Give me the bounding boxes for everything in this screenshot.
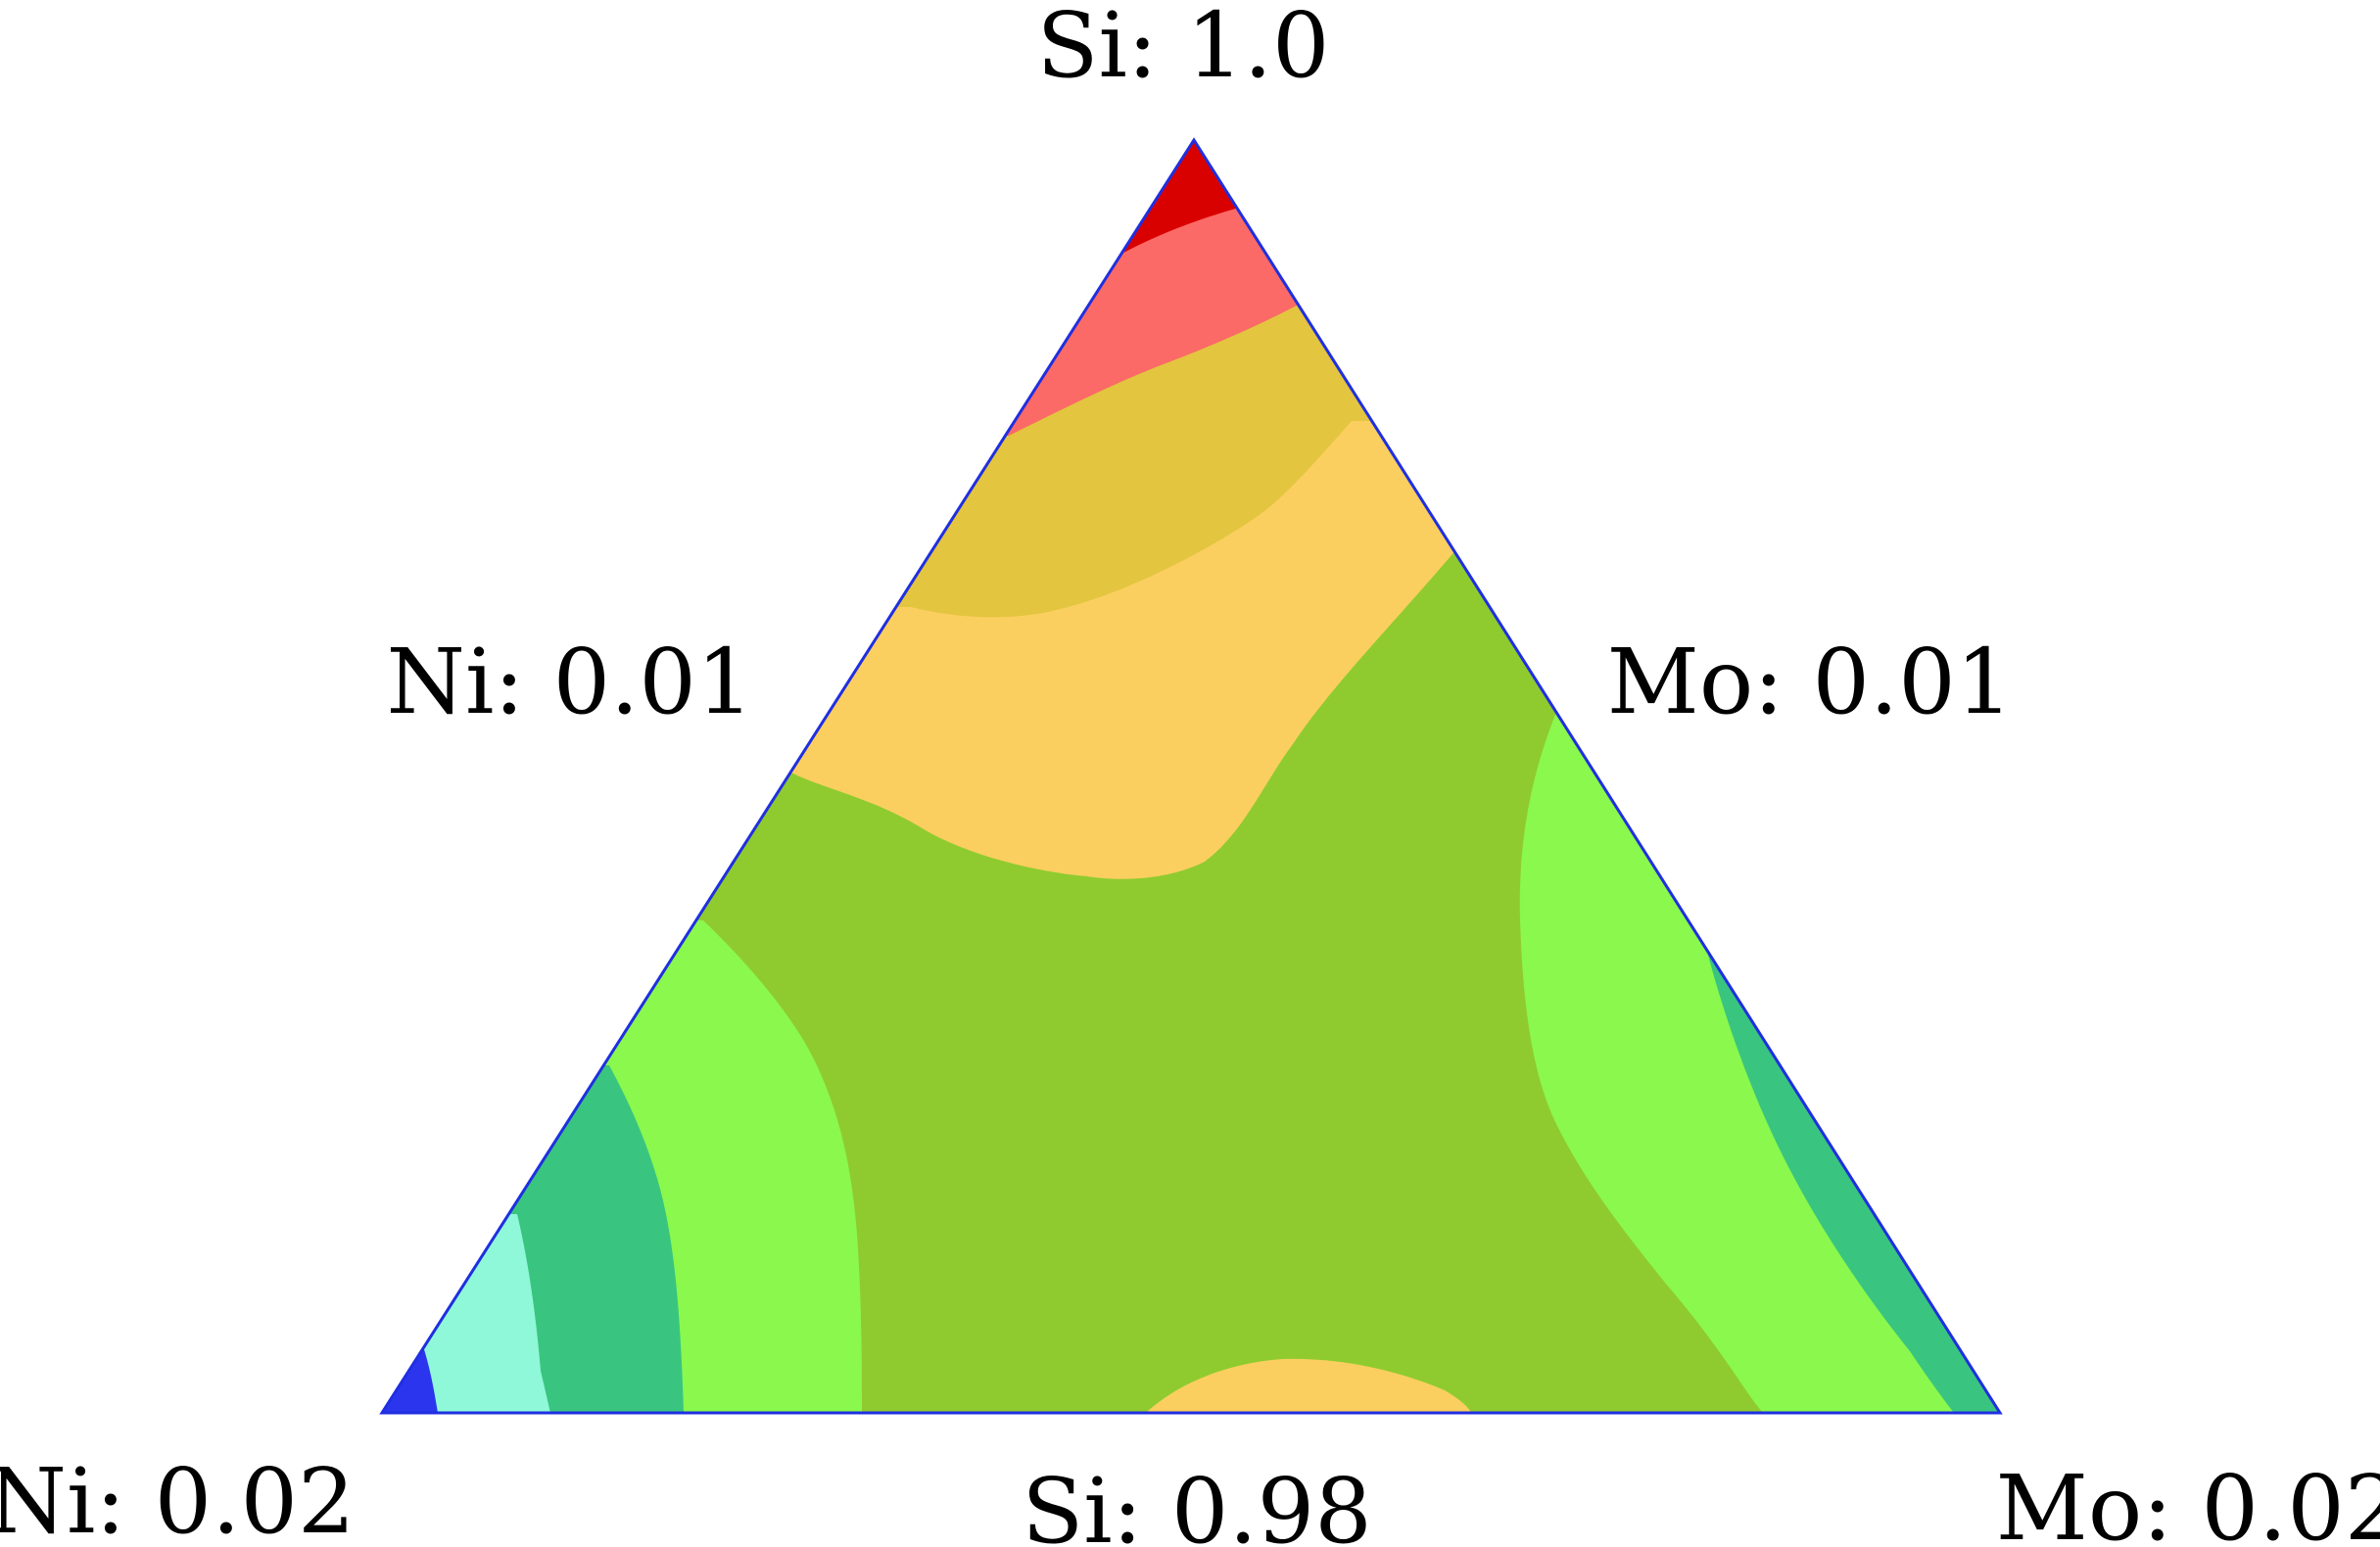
vertex-label-bottom-left: Ni: 0.02 [0, 1449, 356, 1547]
contour-level-cyan [382, 1214, 550, 1413]
contour-level-teal-left [382, 1065, 684, 1413]
vertex-label-bottom-right: Mo: 0.02 [1996, 1456, 2380, 1547]
edge-label-bottom: Si: 0.98 [1022, 1459, 1372, 1547]
contour-level-blue [382, 1346, 438, 1413]
edge-label-left: Ni: 0.01 [386, 630, 753, 734]
edge-label-right: Mo: 0.01 [1607, 630, 2014, 734]
vertex-label-top: Si: 1.0 [1037, 0, 1330, 98]
contour-level-orange-bottom [1146, 1358, 1471, 1413]
triangle-outline [379, 137, 2003, 1415]
